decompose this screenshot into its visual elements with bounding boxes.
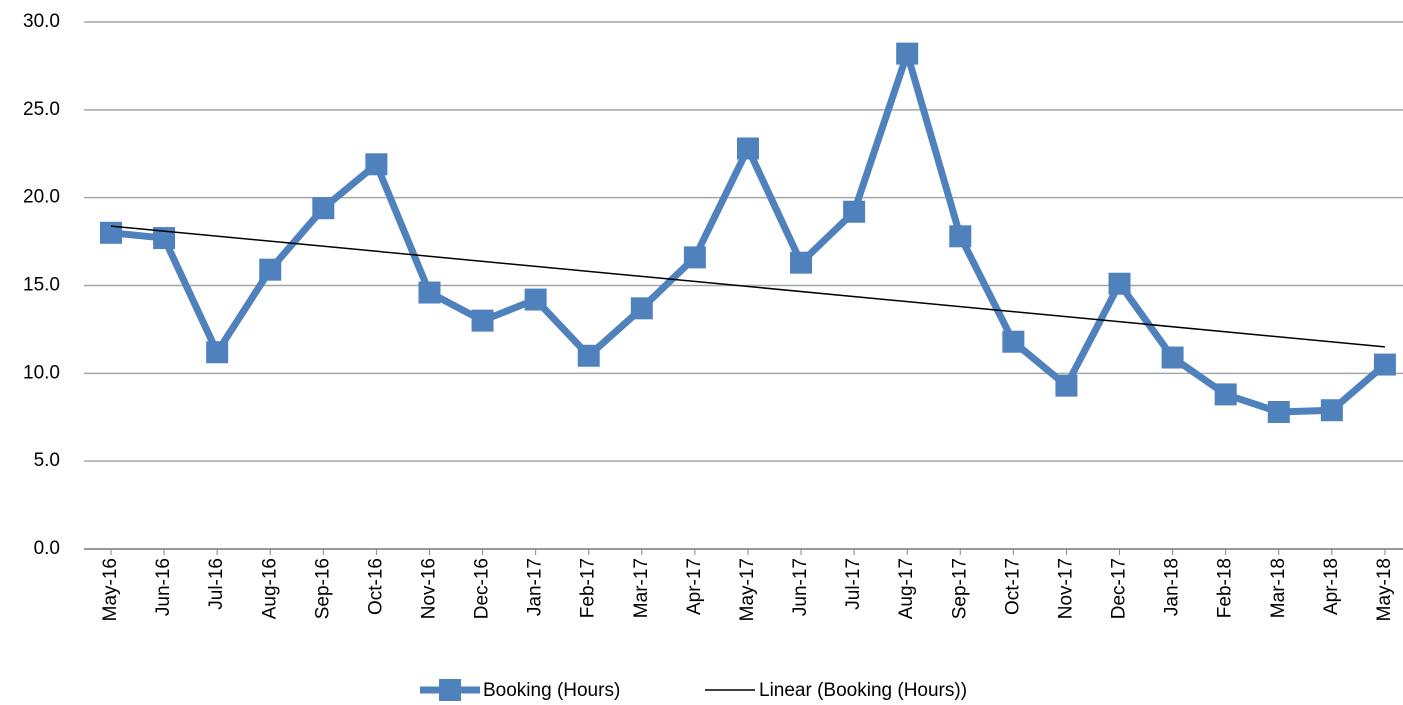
marker bbox=[1055, 374, 1078, 397]
x-tick-label: Mar-18 bbox=[1268, 558, 1289, 618]
x-tick-label: Jun-16 bbox=[153, 558, 174, 616]
marker bbox=[1320, 399, 1343, 422]
x-tick-label: Nov-16 bbox=[418, 558, 439, 619]
marker bbox=[524, 288, 547, 311]
x-tick-label: Jul-17 bbox=[843, 558, 864, 610]
marker bbox=[100, 221, 122, 244]
marker bbox=[206, 341, 229, 364]
marker bbox=[418, 281, 441, 304]
y-tick-label: 0.0 bbox=[34, 538, 60, 559]
y-tick-label: 20.0 bbox=[23, 187, 60, 208]
x-tick-label: Sep-16 bbox=[312, 558, 333, 619]
marker bbox=[896, 42, 919, 65]
marker bbox=[790, 251, 813, 274]
x-tick-label: Feb-17 bbox=[578, 558, 599, 618]
x-tick-label: May-16 bbox=[100, 558, 121, 621]
marker bbox=[312, 197, 335, 220]
trendline bbox=[110, 225, 1385, 348]
y-tick-label: 15.0 bbox=[23, 275, 60, 296]
x-tick-label: Mar-17 bbox=[631, 558, 652, 618]
x-tick-label: Feb-18 bbox=[1215, 558, 1236, 618]
x-tick-label: Apr-18 bbox=[1321, 558, 1342, 615]
series-line bbox=[110, 50, 1388, 416]
marker bbox=[843, 200, 866, 223]
y-tick-label: 30.0 bbox=[23, 11, 60, 32]
marker bbox=[1108, 272, 1131, 295]
x-tick-label: Apr-17 bbox=[684, 558, 705, 615]
x-tick-label: Jan-18 bbox=[1162, 558, 1183, 616]
x-tick-label: Oct-17 bbox=[1002, 558, 1023, 615]
x-tick-label: Oct-16 bbox=[365, 558, 386, 615]
marker bbox=[153, 227, 176, 250]
x-tick-label: May-17 bbox=[737, 558, 758, 621]
legend-label: Booking (Hours) bbox=[483, 680, 620, 701]
x-tick-label: May-18 bbox=[1374, 558, 1395, 621]
marker bbox=[630, 297, 653, 320]
x-tick-label: Dec-17 bbox=[1109, 558, 1130, 619]
marker bbox=[1214, 383, 1237, 406]
x-tick-label: Nov-17 bbox=[1055, 558, 1076, 619]
marker bbox=[683, 246, 706, 269]
y-tick-label: 25.0 bbox=[23, 99, 60, 120]
x-tick-label: Jul-16 bbox=[206, 558, 227, 610]
marker bbox=[1002, 330, 1025, 353]
x-tick-label: Sep-17 bbox=[949, 558, 970, 619]
marker bbox=[1373, 353, 1396, 376]
x-tick-label: Aug-16 bbox=[259, 558, 280, 619]
x-tick-label: Aug-17 bbox=[896, 558, 917, 619]
legend-label: Linear (Booking (Hours)) bbox=[759, 680, 967, 701]
marker bbox=[259, 258, 282, 281]
y-tick-label: 10.0 bbox=[23, 362, 60, 383]
marker bbox=[949, 225, 972, 248]
marker bbox=[1161, 346, 1184, 369]
marker bbox=[471, 309, 494, 332]
marker bbox=[736, 137, 759, 160]
x-tick-label: Jan-17 bbox=[525, 558, 546, 616]
y-tick-label: 5.0 bbox=[34, 450, 60, 471]
marker bbox=[365, 153, 388, 176]
marker bbox=[1267, 400, 1290, 423]
x-tick-label: Dec-16 bbox=[472, 558, 493, 619]
marker bbox=[577, 344, 600, 367]
legend-marker bbox=[439, 679, 461, 701]
x-tick-label: Jun-17 bbox=[790, 558, 811, 616]
